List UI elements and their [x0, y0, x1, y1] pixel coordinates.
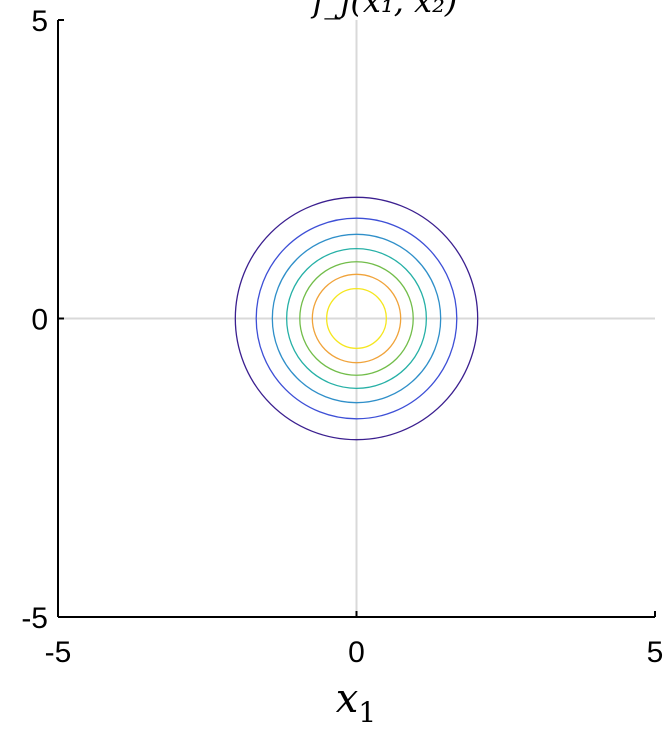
x-axis-title: x1	[336, 676, 376, 729]
chart-title: f_j(x₁, x₂)	[311, 0, 458, 20]
x-tick-label-1: 0	[348, 636, 365, 669]
y-tick-label-1: 0	[31, 304, 48, 337]
tick-labels: -5 0 5 -5 0 5	[21, 5, 663, 669]
contour-ring-3	[286, 248, 427, 389]
contour-ring-1	[255, 217, 458, 420]
x-tick-label-2: 5	[647, 636, 664, 669]
contour-ring-0	[234, 196, 479, 441]
axis-ticks	[57, 19, 656, 618]
y-tick-label-0: -5	[21, 602, 48, 635]
contour-lines	[234, 196, 479, 441]
contour-ring-2	[271, 233, 442, 404]
contour-ring-6	[325, 287, 387, 349]
x-axis-title-subscript: 1	[358, 696, 376, 729]
contour-ring-5	[311, 273, 402, 364]
contour-ring-4	[299, 261, 414, 376]
y-tick-label-2: 5	[31, 5, 48, 38]
x-tick-label-0: -5	[45, 636, 72, 669]
grid-lines	[58, 20, 655, 617]
x-axis-title-main: x	[336, 676, 359, 722]
